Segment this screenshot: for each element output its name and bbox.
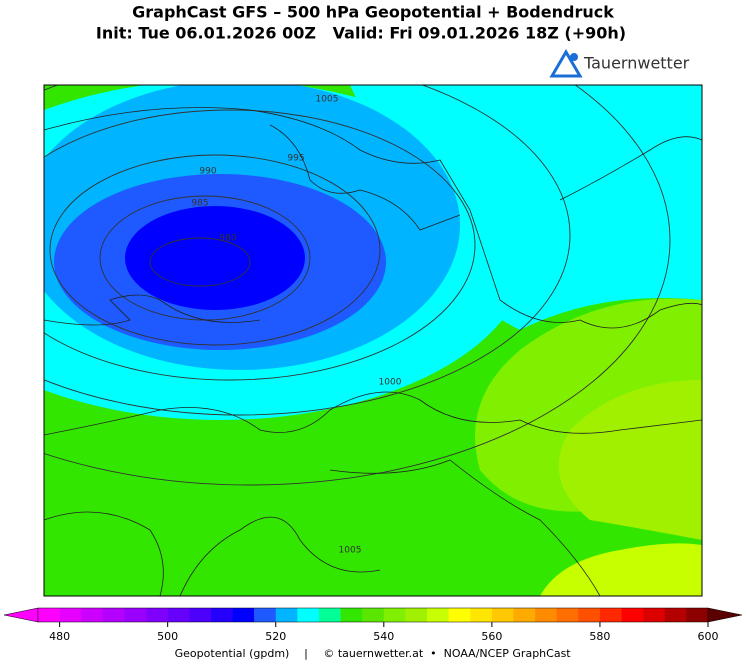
- colorbar-bin: [383, 608, 406, 622]
- isobar-label: 980: [219, 234, 236, 244]
- colorbar-bin: [643, 608, 666, 622]
- colorbar-bin: [210, 608, 233, 622]
- logo-dot: [570, 53, 578, 61]
- logo: Tauernwetter: [549, 49, 690, 78]
- coastline: [269, 124, 461, 231]
- credit: © tauernwetter.at • NOAA/NCEP GraphCast: [323, 647, 571, 660]
- isobar-label: 990: [199, 167, 216, 177]
- chart-title: GraphCast GFS – 500 hPa Geopotential + B…: [132, 3, 614, 22]
- coastline: [44, 294, 261, 326]
- colorbar-bin: [599, 608, 622, 622]
- isobar: [149, 237, 251, 287]
- colorbar-bin: [254, 608, 277, 622]
- border: [499, 299, 702, 329]
- logo-icon: [549, 49, 583, 78]
- isobar-label: 1005: [316, 95, 339, 105]
- border: [559, 136, 702, 201]
- colorbar-extension-low: [3, 607, 39, 623]
- colorbar-bin: [513, 608, 536, 622]
- coastline: [44, 107, 501, 301]
- shading-region: [540, 543, 702, 596]
- colorbar-bin: [340, 608, 363, 622]
- isobar-label: 1005: [339, 546, 362, 556]
- colorbar-bin: [102, 608, 125, 622]
- colorbar-bin: [167, 608, 190, 622]
- colorbar-bin: [578, 608, 601, 622]
- colorbar-bin: [470, 608, 493, 622]
- isobar: [44, 85, 671, 486]
- colorbar-bin: [232, 608, 255, 622]
- shading-region: [125, 206, 305, 310]
- map: 980 985 990 995 1000 1005 1005: [44, 85, 702, 596]
- colorbar-bin: [189, 608, 212, 622]
- colorbar-bin: [297, 608, 320, 622]
- colorbar-bin: [146, 608, 168, 622]
- colorbar-tick-label: 580: [589, 630, 610, 643]
- colorbar-bin: [362, 608, 385, 622]
- isobar-label: 995: [287, 154, 304, 164]
- colorbar-bin: [38, 608, 60, 622]
- colorbar-bin: [275, 608, 298, 622]
- chart-subtitle: Init: Tue 06.01.2026 00Z Valid: Fri 09.0…: [96, 24, 626, 43]
- colorbar-bin: [664, 608, 687, 622]
- colorbar-extension-high: [707, 607, 743, 623]
- colorbar: 480 500 520 540 560 580 600: [3, 607, 743, 643]
- colorbar-bin: [491, 608, 514, 622]
- logo-text: Tauernwetter: [583, 54, 690, 73]
- border: [44, 511, 164, 596]
- colorbar-bin: [405, 608, 428, 622]
- coastlines: [44, 107, 702, 596]
- plot-frame: [43, 84, 703, 597]
- colorbar-bin: [686, 608, 709, 622]
- colorbar-tick-label: 480: [49, 630, 70, 643]
- colorbar-tick-label: 540: [373, 630, 394, 643]
- colorbar-bin: [59, 608, 82, 622]
- colorbar-bin: [556, 608, 579, 622]
- colorbar-tick-label: 560: [481, 630, 502, 643]
- colorbar-label: Geopotential (gpdm): [175, 647, 290, 660]
- colorbar-bin: [448, 608, 471, 622]
- isobar-label: 1000: [379, 378, 402, 388]
- colorbar-bin: [427, 608, 449, 622]
- border: [419, 399, 702, 434]
- colorbar-bin: [81, 608, 104, 622]
- isobar: [49, 154, 381, 346]
- colorbar-frame: [37, 607, 709, 623]
- colorbar-bin: [318, 608, 341, 622]
- isobar-label: 985: [191, 199, 208, 209]
- border: [329, 459, 601, 596]
- shading-region: [558, 380, 702, 540]
- colorbar-bin: [124, 608, 147, 622]
- coastline: [179, 516, 381, 596]
- colorbar-tick-label: 500: [157, 630, 178, 643]
- separator: |: [304, 647, 308, 660]
- colorbar-bin: [535, 608, 558, 622]
- colorbar-tick-label: 600: [698, 630, 719, 643]
- colorbar-bin: [621, 608, 644, 622]
- coastline: [44, 391, 421, 436]
- colorbar-tick-label: 520: [265, 630, 286, 643]
- isobar: [44, 85, 571, 416]
- isobar: [44, 109, 476, 381]
